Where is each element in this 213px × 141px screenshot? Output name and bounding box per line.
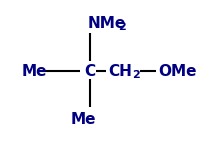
Text: 2: 2 xyxy=(132,70,140,80)
Text: C: C xyxy=(84,63,96,79)
Text: CH: CH xyxy=(108,63,132,79)
Text: OMe: OMe xyxy=(158,63,197,79)
Text: Me: Me xyxy=(22,63,47,79)
Text: 2: 2 xyxy=(118,22,126,32)
Text: NMe: NMe xyxy=(88,16,126,30)
Text: Me: Me xyxy=(70,112,96,126)
